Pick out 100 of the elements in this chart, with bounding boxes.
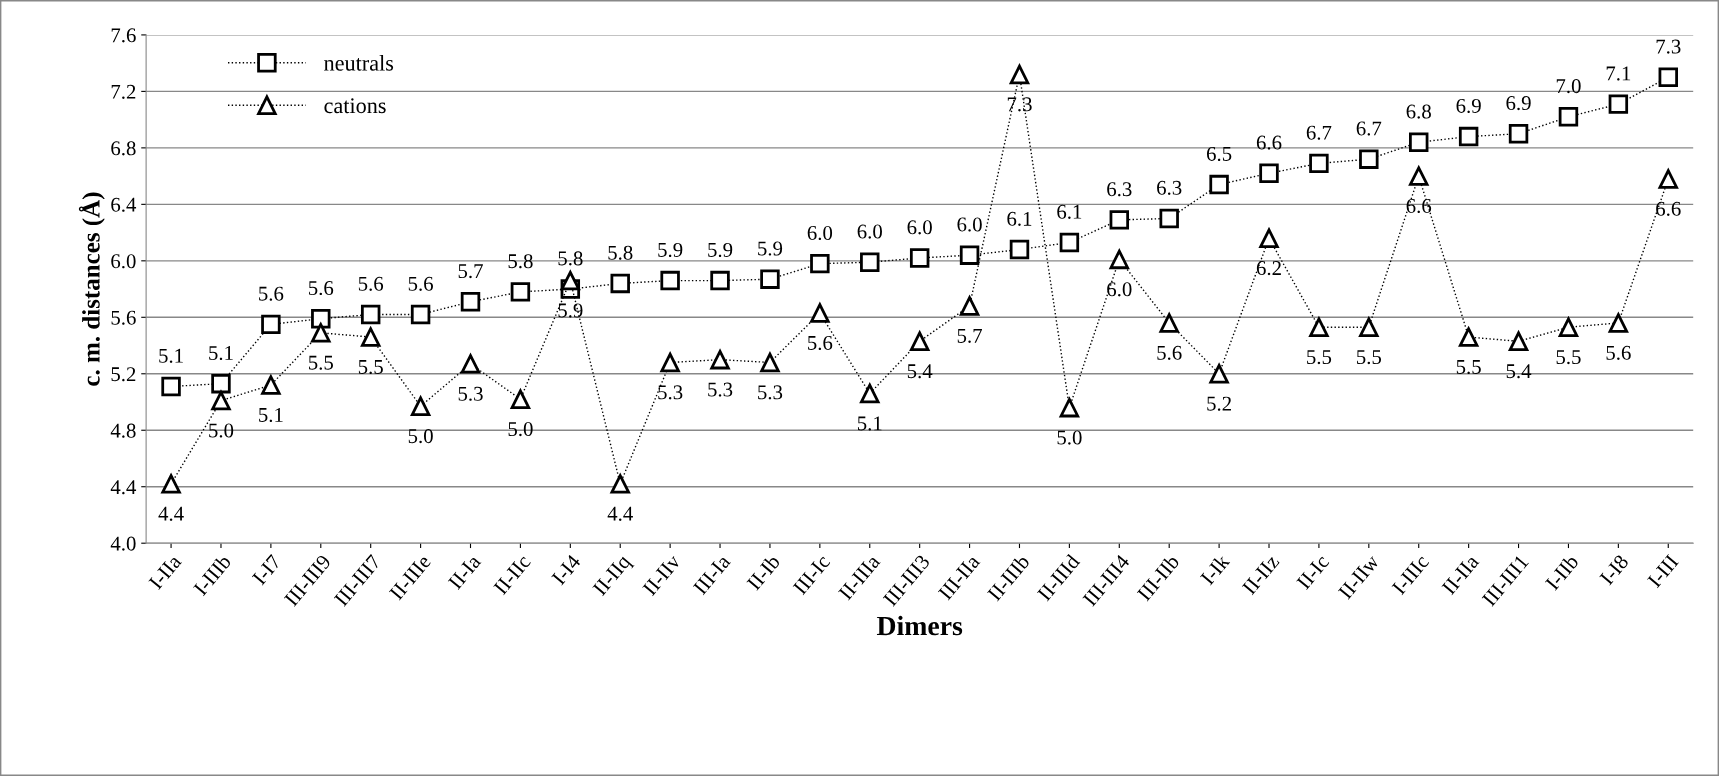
y-tick-label: 7.2	[111, 84, 136, 99]
data-label: 6.8	[1406, 104, 1431, 119]
point	[1458, 327, 1479, 347]
data-label: 5.0	[508, 422, 533, 437]
data-label: 5.9	[658, 242, 683, 257]
point	[560, 270, 581, 291]
y-tick-label: 5.6	[111, 310, 136, 325]
data-label: 6.0	[957, 217, 982, 232]
data-label: 4.4	[158, 506, 184, 521]
data-label: 7.1	[1606, 66, 1631, 81]
legend-label: cations	[324, 98, 386, 114]
point	[1658, 67, 1678, 87]
data-label: 5.5	[1307, 350, 1332, 365]
x-tick-label: I-I7	[251, 553, 282, 586]
point	[610, 273, 630, 294]
point	[1109, 210, 1130, 230]
x-axis-title: Dimers	[876, 615, 963, 636]
data-label: 5.3	[658, 385, 683, 400]
point	[211, 373, 231, 394]
point	[161, 376, 181, 397]
y-tick-label: 6.4	[111, 197, 137, 212]
data-label: 6.1	[1057, 204, 1082, 219]
y-tick-label: 4.4	[110, 480, 137, 495]
point	[1259, 228, 1279, 248]
data-label: 6.7	[1356, 121, 1382, 136]
point	[1409, 166, 1429, 186]
data-label: 5.1	[857, 416, 882, 431]
data-label: 5.6	[259, 286, 284, 301]
data-label: 5.8	[608, 245, 633, 260]
point	[610, 474, 630, 494]
data-label: 6.0	[807, 225, 833, 241]
data-label: 6.0	[907, 220, 932, 235]
y-tick-label: 4.0	[110, 536, 136, 551]
data-label: 5.5	[308, 355, 333, 370]
point	[1159, 208, 1179, 229]
point	[1209, 174, 1229, 195]
data-label: 5.3	[758, 385, 783, 400]
data-label: 7.0	[1556, 79, 1581, 94]
data-label: 5.3	[458, 386, 483, 401]
point	[510, 282, 531, 302]
data-label: 4.4	[607, 506, 633, 521]
data-label: 6.2	[1256, 261, 1281, 276]
x-tick-label: II-Ic	[1296, 553, 1330, 591]
data-label: 5.6	[1606, 345, 1631, 360]
data-label: 6.3	[1107, 182, 1132, 197]
point	[1409, 132, 1429, 152]
point	[1159, 313, 1179, 333]
data-label: 6.9	[1456, 98, 1481, 113]
data-label: 5.4	[1506, 364, 1532, 379]
data-label: 5.7	[458, 264, 483, 279]
data-label: 5.1	[259, 407, 283, 423]
data-label: 6.0	[1107, 282, 1132, 297]
y-tick-label: 5.2	[111, 367, 136, 382]
data-label: 5.9	[758, 241, 783, 256]
data-label: 6.9	[1506, 96, 1531, 111]
data-label: 5.7	[957, 329, 982, 343]
data-label: 6.6	[1656, 201, 1681, 216]
point	[710, 270, 730, 291]
data-label: 6.1	[1007, 211, 1032, 226]
point	[1359, 149, 1379, 169]
point	[1608, 313, 1629, 333]
point	[760, 352, 780, 373]
data-label: 5.5	[1556, 350, 1581, 365]
data-label: 5.9	[558, 303, 583, 318]
data-label: 6.3	[1157, 180, 1182, 195]
point	[1059, 232, 1080, 253]
point	[1259, 163, 1279, 184]
data-label: 6.0	[857, 224, 882, 239]
y-tick-label: 6.0	[111, 254, 136, 269]
y-tick-label: 4.8	[110, 423, 136, 438]
point	[1209, 364, 1229, 384]
point	[1009, 64, 1030, 85]
data-label: 5.6	[1157, 345, 1182, 360]
point	[261, 314, 281, 335]
point	[510, 389, 531, 409]
data-label: 5.6	[408, 276, 433, 291]
point	[909, 248, 930, 268]
x-tick-label: II-Ib	[745, 553, 781, 592]
data-label: 5.1	[159, 348, 183, 363]
data-label: 5.4	[907, 364, 933, 379]
point	[1309, 153, 1329, 174]
y-axis-title: c. m. distances (Å)	[78, 192, 105, 386]
y-tick-label: 6.8	[111, 141, 136, 156]
data-label: 5.8	[508, 254, 533, 269]
x-tick-label: I-IIa	[148, 553, 183, 591]
point	[1309, 317, 1329, 337]
point	[360, 304, 381, 325]
point	[860, 252, 880, 272]
point	[410, 394, 432, 416]
point	[1508, 124, 1529, 144]
x-tick-label: I-Ik	[1199, 552, 1231, 586]
x-tick-label: I-III	[1647, 554, 1679, 589]
data-label: 5.5	[1456, 360, 1481, 375]
point	[959, 245, 980, 265]
point	[909, 329, 931, 352]
data-label: 5.0	[209, 423, 234, 438]
point	[959, 296, 980, 316]
point	[311, 323, 331, 343]
point	[211, 390, 231, 411]
point	[1608, 94, 1629, 114]
